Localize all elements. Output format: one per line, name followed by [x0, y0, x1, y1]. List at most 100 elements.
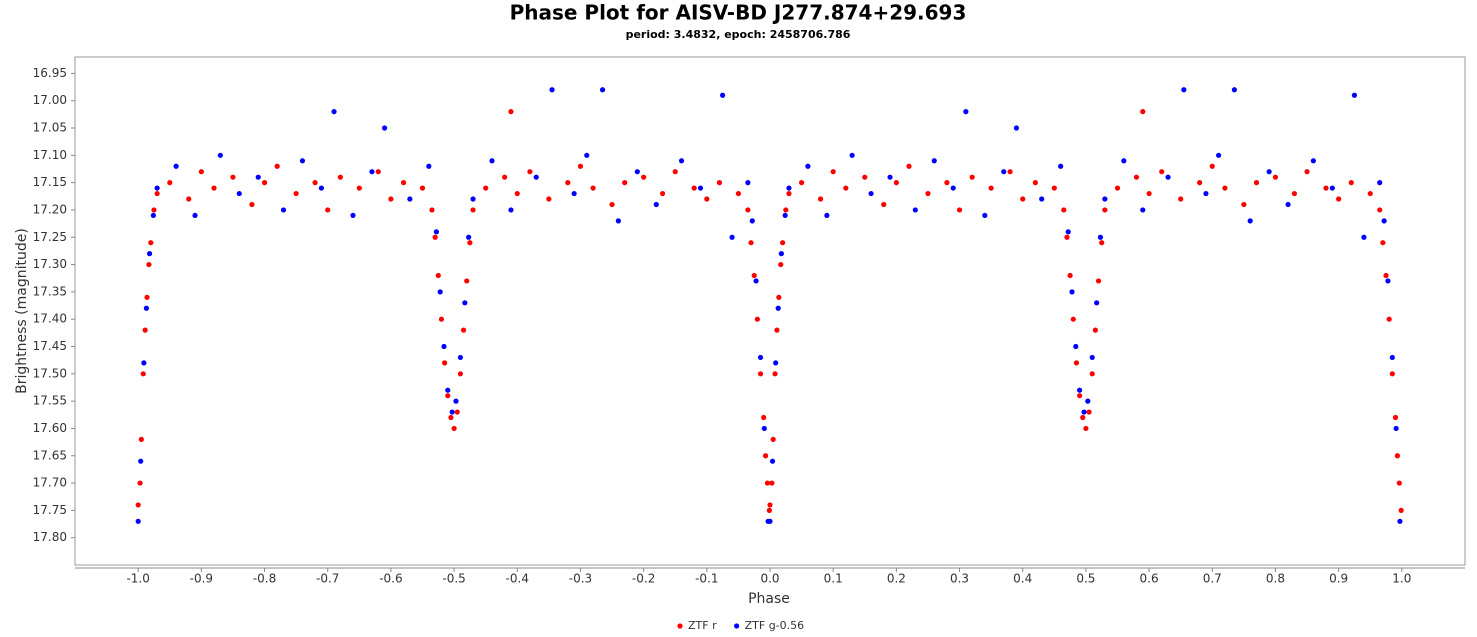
data-point — [1013, 125, 1020, 131]
data-point — [135, 518, 141, 524]
data-point — [767, 502, 773, 508]
data-point — [782, 212, 788, 219]
data-point — [249, 201, 255, 208]
data-point — [148, 240, 154, 246]
data-point — [1089, 371, 1095, 377]
data-point — [1385, 278, 1391, 284]
data-point — [691, 185, 697, 191]
y-tick-label: 17.40 — [33, 312, 67, 326]
data-point — [261, 180, 268, 186]
data-point — [584, 152, 590, 158]
data-point — [912, 207, 918, 213]
data-point — [1083, 425, 1089, 432]
y-axis-label: Brightness (magnitude) — [14, 228, 30, 394]
data-point — [893, 180, 899, 186]
data-point — [1393, 425, 1399, 432]
data-point — [1080, 414, 1086, 421]
data-point — [375, 169, 381, 175]
data-point — [745, 207, 751, 213]
data-point — [1377, 207, 1383, 213]
data-point — [1146, 190, 1152, 197]
data-point — [318, 185, 325, 191]
x-tick-label: -0.1 — [695, 572, 718, 586]
data-point — [135, 502, 141, 508]
data-point — [1304, 169, 1310, 175]
data-point — [982, 212, 988, 219]
data-point — [457, 354, 464, 361]
data-point — [1102, 207, 1108, 213]
data-point — [1099, 240, 1105, 246]
data-point — [704, 196, 710, 202]
data-point — [761, 425, 767, 432]
data-point — [1222, 185, 1228, 191]
data-point — [438, 316, 445, 322]
data-point — [1348, 180, 1354, 186]
data-point — [1001, 169, 1007, 175]
data-point — [944, 180, 950, 186]
x-tick-label: 1.0 — [1392, 572, 1411, 586]
data-point — [925, 190, 931, 197]
x-tick-label: -0.9 — [190, 572, 213, 586]
data-point — [830, 169, 836, 175]
data-point — [761, 414, 767, 421]
data-point — [451, 425, 457, 432]
data-point — [388, 196, 394, 202]
data-point — [1329, 185, 1335, 191]
data-point — [817, 196, 824, 202]
data-point — [1397, 518, 1403, 524]
plot-area — [74, 56, 1466, 566]
y-tick-label: 17.35 — [33, 284, 67, 298]
data-point — [293, 190, 299, 197]
legend-label: ZTF r — [688, 619, 717, 632]
data-point — [217, 152, 223, 158]
data-point — [533, 174, 539, 180]
data-point — [748, 240, 754, 246]
data-point — [767, 518, 773, 524]
data-point — [906, 163, 912, 169]
data-point — [773, 360, 779, 366]
data-point — [445, 387, 451, 393]
x-tick-label: -0.6 — [379, 572, 402, 586]
data-point — [757, 354, 764, 361]
data-point — [453, 398, 459, 404]
data-point — [312, 180, 318, 186]
data-point — [565, 180, 571, 186]
data-point — [154, 190, 160, 197]
y-tick-label: 17.30 — [33, 257, 67, 271]
y-tick-label: 17.65 — [33, 448, 67, 462]
data-point — [778, 261, 784, 268]
data-point — [775, 305, 781, 311]
data-point — [798, 180, 805, 186]
data-point — [1114, 185, 1121, 191]
data-point — [1253, 180, 1260, 186]
data-point — [745, 180, 751, 186]
x-tick-label: -0.4 — [506, 572, 529, 586]
data-point — [150, 212, 156, 219]
data-point — [776, 294, 782, 300]
data-point — [325, 207, 331, 213]
data-point — [754, 316, 760, 322]
y-tick-label: 17.00 — [33, 93, 67, 107]
data-point — [437, 289, 443, 295]
data-point — [778, 251, 784, 257]
data-point — [577, 163, 584, 169]
data-point — [766, 507, 772, 513]
data-point — [950, 185, 956, 191]
x-tick-label: 0.3 — [950, 572, 969, 586]
data-point — [609, 201, 615, 208]
data-point — [331, 109, 337, 115]
data-point — [824, 212, 830, 219]
x-tick-label: 0.1 — [824, 572, 843, 586]
y-tick-label: 17.70 — [33, 476, 67, 490]
data-point — [1032, 180, 1038, 186]
data-point — [407, 196, 413, 202]
y-tick-label: 17.50 — [33, 366, 67, 380]
data-point — [1065, 229, 1071, 235]
data-point — [634, 169, 640, 175]
data-point — [230, 174, 236, 180]
data-point — [1377, 180, 1383, 186]
data-point — [653, 201, 659, 208]
data-point — [466, 234, 472, 240]
data-point — [356, 185, 362, 191]
data-point — [470, 207, 476, 213]
